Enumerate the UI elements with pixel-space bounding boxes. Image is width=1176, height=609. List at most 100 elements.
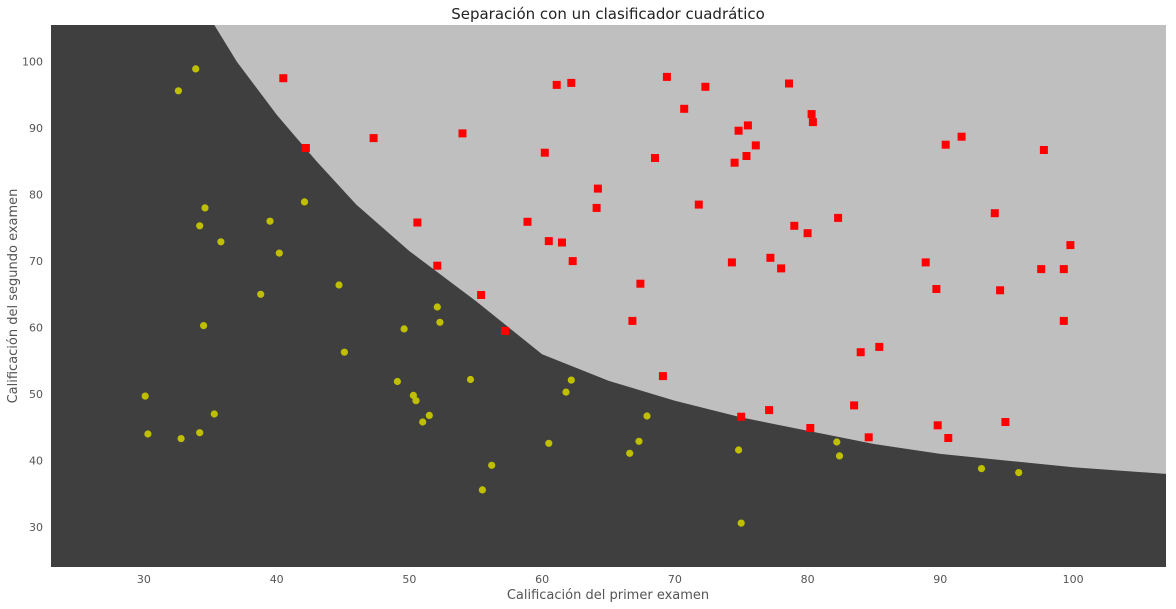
x-tick-label: 90 [933,573,947,586]
class0-point [1015,469,1023,477]
class0-point [177,435,185,443]
class1-point [727,258,736,267]
class0-point [466,375,475,384]
class1-point [875,342,884,351]
class0-point [200,322,208,330]
class1-point [593,184,602,193]
class0-point [478,486,486,494]
class1-point [921,258,930,267]
x-tick-label: 60 [535,573,549,586]
class0-point [335,281,343,289]
y-axis-label: Calificación del segundo examen [6,189,21,404]
class1-point [544,237,553,246]
class1-point [933,421,942,430]
class0-point [635,437,643,445]
class1-point [433,261,442,270]
class1-point [808,118,817,127]
class1-point [680,104,689,113]
class0-point [174,87,182,95]
class1-point [864,433,873,442]
class0-point [201,204,209,212]
class1-point [806,424,815,432]
class1-point [742,152,751,160]
x-tick-label: 30 [137,573,151,586]
class1-point [458,129,467,138]
class0-point [300,198,309,206]
class0-point [141,392,149,400]
class1-point [766,253,775,262]
class0-point [835,452,844,460]
class0-point [977,465,986,473]
class0-point [196,222,204,230]
class0-point [737,519,745,527]
class0-region [51,25,1166,567]
class1-point [777,264,786,273]
class1-point [803,229,812,238]
y-tick-label: 100 [22,56,43,69]
class1-point [279,74,288,83]
class1-point [501,326,509,335]
class0-point [266,217,274,225]
class1-point [834,213,843,222]
class1-point [477,291,486,299]
class0-point [340,348,348,356]
x-axis-ticks: 30 40 50 60 70 80 90 100 [137,573,1084,586]
class1-point [765,406,774,415]
class1-point [540,148,549,157]
class1-point [743,121,752,130]
class1-point [1039,146,1048,154]
class0-point [419,418,427,426]
class1-point [790,221,799,230]
x-tick-label: 40 [270,573,284,586]
class1-point [662,72,671,81]
class1-point [996,286,1005,295]
class1-point [568,257,577,266]
y-tick-label: 80 [29,189,43,202]
class0-point [545,439,553,447]
class1-point [369,134,378,143]
class1-point [1059,316,1068,325]
y-tick-label: 30 [29,521,43,534]
y-tick-label: 50 [29,388,43,401]
class0-point [626,449,634,457]
class1-point [1037,265,1046,274]
class1-point [658,372,667,381]
y-tick-label: 70 [29,255,43,268]
y-tick-label: 60 [29,322,43,335]
class0-point [210,410,218,418]
class0-point [433,303,441,311]
class1-point [301,144,310,152]
class0-point [144,430,152,438]
class1-point [694,200,703,209]
class1-point [552,80,561,89]
class1-point [734,126,743,135]
class1-point [651,154,659,162]
class1-point [628,316,637,325]
class1-point [636,279,645,288]
class0-point [567,376,575,384]
class1-point [850,401,859,410]
class1-point [1001,418,1010,426]
class1-point [567,78,576,87]
class1-point [1059,265,1068,274]
plot-area [51,25,1166,567]
class0-point [257,290,265,298]
class1-point [1066,241,1075,250]
class0-point [196,429,204,437]
class1-point [856,348,865,357]
y-tick-label: 40 [29,455,43,468]
class0-point [833,438,841,446]
class0-point [436,318,444,326]
class0-point [393,377,401,386]
class0-point [400,325,408,333]
class1-point [523,217,532,226]
class1-point [751,141,760,150]
class1-point [807,110,816,119]
class1-point [737,412,746,421]
y-tick-label: 90 [29,122,43,135]
x-tick-label: 70 [668,573,682,586]
class0-point [643,412,651,420]
class1-point [944,434,953,442]
class0-point [412,397,420,405]
y-axis-ticks: 30 40 50 60 70 80 90 100 [22,56,43,534]
